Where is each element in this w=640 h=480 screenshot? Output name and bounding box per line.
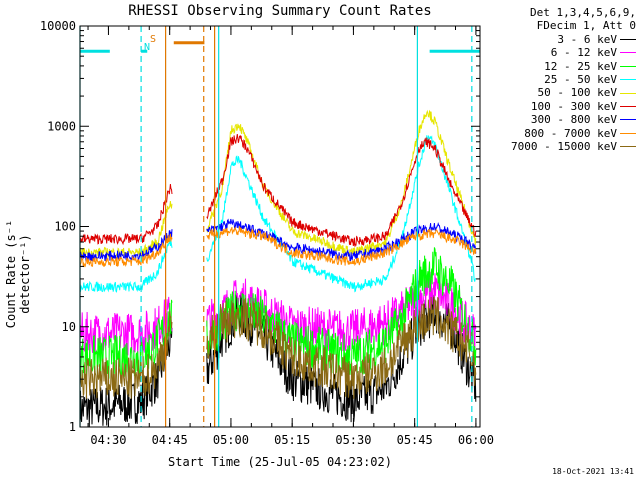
legend-entry: 3 - 6 keV <box>511 33 636 46</box>
legend-entry-label: 6 - 12 keV <box>550 46 617 60</box>
series-line <box>79 134 477 247</box>
legend-entry: 25 - 50 keV <box>511 73 636 86</box>
legend-swatch <box>620 132 636 134</box>
x-tick-label: 05:15 <box>274 433 310 447</box>
legend-swatch <box>620 52 636 54</box>
legend-entries: 3 - 6 keV 6 - 12 keV 12 - 25 keV 25 - 50 ke… <box>511 33 636 154</box>
axis-ticks: 1 10 100 1000 10000 04:30 04:45 05:00 05:15 05:30… <box>40 19 494 447</box>
series-traces <box>79 109 477 428</box>
legend-entry-label: 3 - 6 keV <box>557 32 617 46</box>
y-axis-label: Count Rate (s⁻¹ detector⁻¹) <box>4 219 32 329</box>
legend-entry-label: 12 - 25 keV <box>544 59 617 73</box>
x-axis-label: Start Time (25-Jul-05 04:23:02) <box>168 455 392 469</box>
y-tick-label: 10 <box>62 320 76 334</box>
series-line <box>79 296 477 399</box>
x-tick-label: 05:30 <box>335 433 371 447</box>
legend-entry: 100 - 300 keV <box>511 100 636 113</box>
legend-swatch <box>620 146 636 148</box>
x-tick-label: 05:45 <box>397 433 433 447</box>
y-tick-label: 1 <box>69 420 76 434</box>
legend-entry-label: 7000 - 15000 keV <box>511 140 617 154</box>
legend-entry: 50 - 100 keV <box>511 86 636 99</box>
x-tick-label: 06:00 <box>458 433 494 447</box>
legend-entry: 300 - 800 keV <box>511 113 636 126</box>
legend-header-line-1: Det 1,3,4,5,6,9, <box>530 6 636 19</box>
legend-entry-label: 100 - 300 keV <box>530 99 617 113</box>
timestamp: 18-Oct-2021 13:41 <box>552 467 634 476</box>
chart-title: RHESSI Observing Summary Count Rates <box>128 3 432 19</box>
legend-swatch <box>620 65 636 67</box>
legend-swatch <box>620 106 636 108</box>
y-tick-label: 100 <box>54 220 76 234</box>
legend-entry-label: 50 - 100 keV <box>537 86 617 100</box>
series-line <box>79 218 477 262</box>
y-tick-label: 10000 <box>40 19 76 33</box>
series-line <box>79 271 477 356</box>
legend-header-line-2: FDecim 1, Att 0 <box>536 19 636 33</box>
legend-entry-label: 800 - 7000 keV <box>524 126 617 140</box>
legend-entry-label: 300 - 800 keV <box>530 113 617 127</box>
x-tick-label: 04:45 <box>152 433 188 447</box>
legend-entry: 800 - 7000 keV <box>511 127 636 140</box>
night-flag-label: N <box>144 42 150 53</box>
legend-entry-label: 25 - 50 keV <box>544 73 617 87</box>
x-tick-label: 04:30 <box>90 433 126 447</box>
legend-entry: 12 - 25 keV <box>511 60 636 73</box>
series-line <box>79 225 477 268</box>
legend-swatch <box>620 119 636 121</box>
legend-swatch <box>620 92 636 94</box>
legend-entry: 6 - 12 keV <box>511 46 636 59</box>
legend: Det 1,3,4,5,6,9, FDecim 1, Att 0 3 - 6 k… <box>511 6 636 153</box>
legend-swatch <box>620 79 636 81</box>
x-tick-label: 05:00 <box>213 433 249 447</box>
saa-flag-label: S <box>150 34 156 45</box>
legend-swatch <box>620 39 636 41</box>
legend-entry: 7000 - 15000 keV <box>511 140 636 153</box>
plot-frame <box>79 25 481 428</box>
y-tick-label: 1000 <box>47 119 76 133</box>
series-line <box>79 134 477 293</box>
